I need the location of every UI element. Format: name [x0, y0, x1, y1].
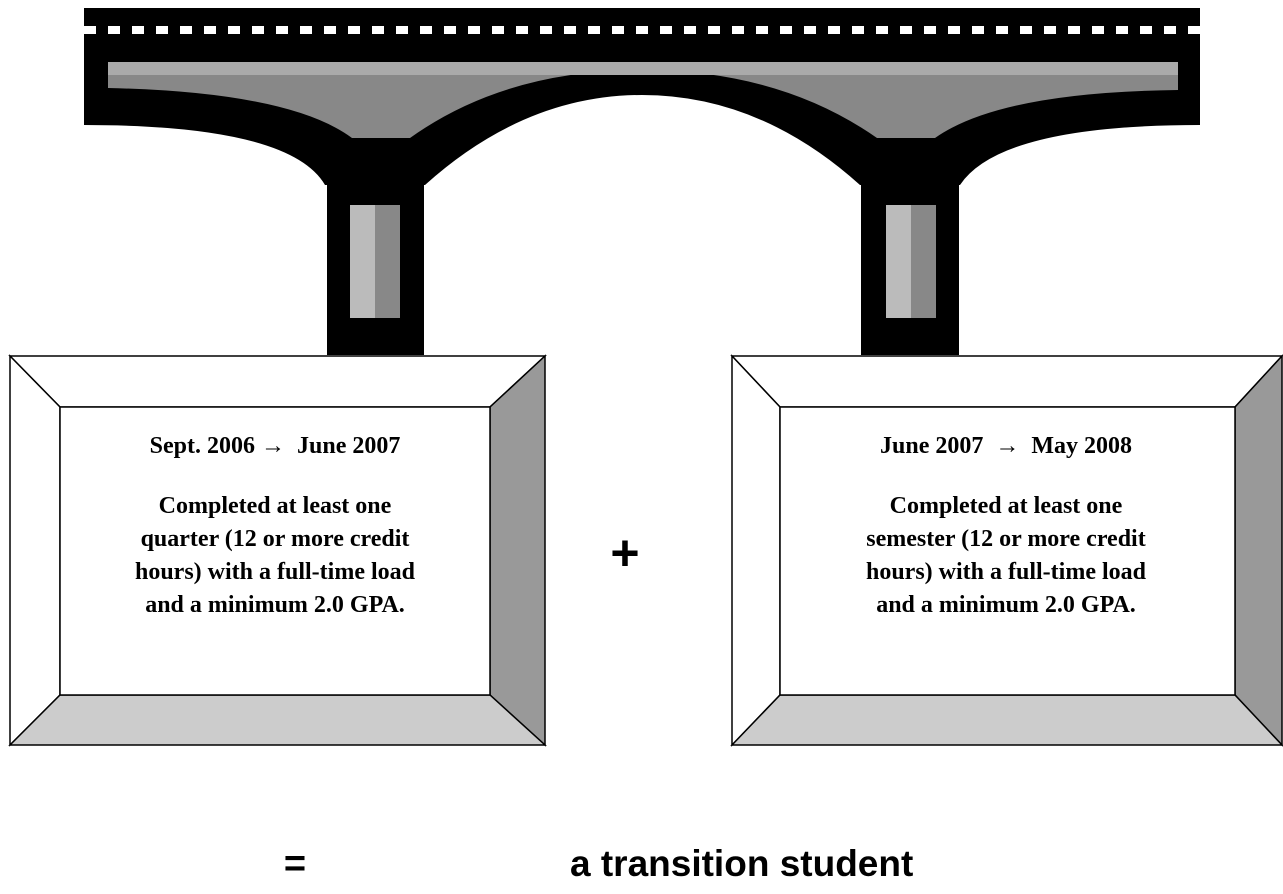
text-line: hours) with a full-time load	[135, 559, 416, 585]
text-line: Completed at least one	[890, 493, 1123, 519]
plus-operator: +	[610, 525, 639, 581]
bridge	[84, 8, 1200, 355]
result-text: a transition student	[570, 843, 913, 884]
text-line: semester (12 or more credit	[866, 526, 1145, 552]
equals-operator: =	[284, 843, 306, 885]
text-line: quarter (12 or more credit	[141, 526, 410, 552]
period: June 2007 → May 2008	[880, 433, 1132, 459]
text-line: hours) with a full-time load	[866, 559, 1147, 585]
text-line: Completed at least one	[159, 493, 392, 519]
diagram: Sept. 2006 → June 2007 Completed at leas…	[0, 0, 1283, 894]
text-line: and a minimum 2.0 GPA.	[145, 592, 405, 618]
period: Sept. 2006 → June 2007	[150, 433, 401, 459]
text-line: and a minimum 2.0 GPA.	[876, 592, 1136, 618]
